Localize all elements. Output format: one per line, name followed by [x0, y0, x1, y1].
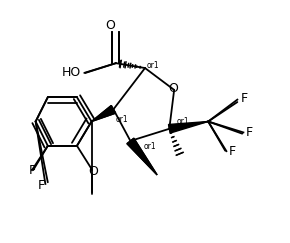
Text: or1: or1 [144, 142, 156, 151]
Polygon shape [92, 105, 115, 122]
Text: O: O [88, 165, 98, 178]
Text: O: O [168, 82, 178, 95]
Polygon shape [92, 105, 115, 122]
Text: or1: or1 [116, 114, 128, 124]
Text: F: F [28, 164, 35, 177]
Text: F: F [246, 126, 253, 139]
Text: or1: or1 [146, 61, 159, 70]
Text: or1: or1 [177, 117, 189, 127]
Polygon shape [168, 122, 208, 133]
Text: F: F [38, 179, 45, 192]
Text: F: F [241, 92, 248, 105]
Text: HO: HO [61, 66, 81, 79]
Text: O: O [105, 19, 115, 32]
Polygon shape [127, 138, 157, 175]
Polygon shape [127, 138, 157, 175]
Text: F: F [229, 145, 236, 158]
